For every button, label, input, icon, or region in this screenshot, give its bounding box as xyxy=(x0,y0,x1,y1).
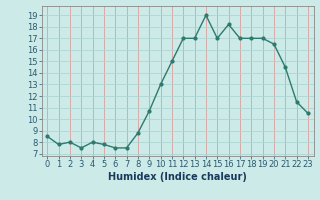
X-axis label: Humidex (Indice chaleur): Humidex (Indice chaleur) xyxy=(108,172,247,182)
